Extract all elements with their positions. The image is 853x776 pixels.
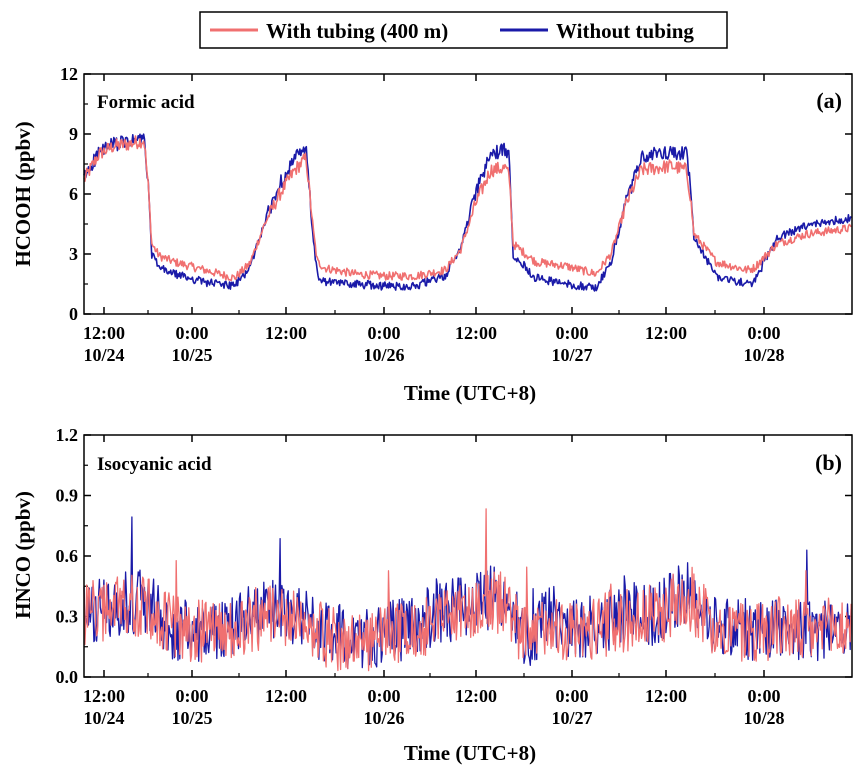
legend-label-without-tubing: Without tubing <box>556 19 694 43</box>
panel-a-xtick-label: 12:00 <box>455 323 497 343</box>
panel-b-series <box>83 508 852 672</box>
panel-a-xtick-label: 0:00 <box>368 323 401 343</box>
panel-a-xtick-label: 12:00 <box>645 323 687 343</box>
panel-a-xtick-date: 10/27 <box>551 345 592 365</box>
panel-a-ylabel: HCOOH (ppbv) <box>11 121 35 266</box>
panel-b-ytick-label: 0.6 <box>56 546 79 566</box>
panel-b-plot-frame <box>83 434 853 678</box>
panel-a-y-ticks: 0 3 6 9 12 <box>60 64 852 324</box>
panel-a-xtick-label: 12:00 <box>83 323 125 343</box>
panel-b-xtick-label: 0:00 <box>556 686 589 706</box>
panel-a-series-with-tubing <box>83 135 852 282</box>
panel-b-xtick-label: 12:00 <box>645 686 687 706</box>
panel-b-series-with-tubing <box>83 508 852 672</box>
panel-a-series <box>83 133 852 292</box>
panel-a-xtick-date: 10/24 <box>83 345 124 365</box>
panel-b-label: (b) <box>815 450 842 475</box>
panel-a-ytick-label: 0 <box>69 304 78 324</box>
panel-b-series-without-tubing <box>83 516 852 670</box>
panel-b-xtick-date: 10/28 <box>743 708 784 728</box>
panel-b-ytick-label: 0.9 <box>56 486 79 506</box>
panel-b-ytick-label: 0.0 <box>56 667 79 687</box>
legend-label-with-tubing: With tubing (400 m) <box>266 19 448 43</box>
panel-b-xtick-label: 12:00 <box>83 686 125 706</box>
panel-a-xtick-label: 0:00 <box>748 323 781 343</box>
panel-b-xtick-label: 12:00 <box>455 686 497 706</box>
panel-a-xtick-label: 0:00 <box>176 323 209 343</box>
panel-a-xtick-date: 10/28 <box>743 345 784 365</box>
panel-b: HNCO (ppbv) 0.00.30.60.91.2 12:0010/240:… <box>11 425 853 765</box>
panel-a-xtick-date: 10/25 <box>171 345 212 365</box>
panel-a-ytick-label: 3 <box>69 244 78 264</box>
panel-a-title: Formic acid <box>97 92 195 113</box>
panel-b-ytick-label: 0.3 <box>56 607 79 627</box>
panel-a-ytick-label: 9 <box>69 124 78 144</box>
panel-a-xlabel: Time (UTC+8) <box>404 381 536 405</box>
panel-b-y-ticks: 0.0 0.3 0.6 0.9 1.2 <box>56 425 852 687</box>
panel-b-xlabel: Time (UTC+8) <box>404 741 536 765</box>
panel-b-xtick-date: 10/26 <box>363 708 404 728</box>
legend: With tubing (400 m) Without tubing <box>199 11 728 49</box>
panel-a-ytick-label: 12 <box>60 64 78 84</box>
panel-a-label: (a) <box>816 88 842 113</box>
panel-b-xtick-label: 12:00 <box>265 686 307 706</box>
panel-a-xtick-date: 10/26 <box>363 345 404 365</box>
panel-b-ylabel: HNCO (ppbv) <box>11 491 35 619</box>
panel-a-xtick-label: 12:00 <box>265 323 307 343</box>
panel-b-xtick-label: 0:00 <box>176 686 209 706</box>
panel-b-xtick-date: 10/25 <box>171 708 212 728</box>
panel-b-xtick-date: 10/27 <box>551 708 592 728</box>
panel-b-xtick-label: 0:00 <box>368 686 401 706</box>
panel-b-xtick-label: 0:00 <box>748 686 781 706</box>
panel-b-title: Isocyanic acid <box>97 454 212 475</box>
legend-box <box>199 11 728 49</box>
panel-a-series-without-tubing <box>83 133 852 292</box>
panel-a-ytick-label: 6 <box>69 184 78 204</box>
panel-b-xtick-date: 10/24 <box>83 708 124 728</box>
panel-b-ytick-label: 1.2 <box>56 425 79 445</box>
panel-a-xtick-label: 0:00 <box>556 323 589 343</box>
panel-a-plot-frame <box>83 73 853 315</box>
